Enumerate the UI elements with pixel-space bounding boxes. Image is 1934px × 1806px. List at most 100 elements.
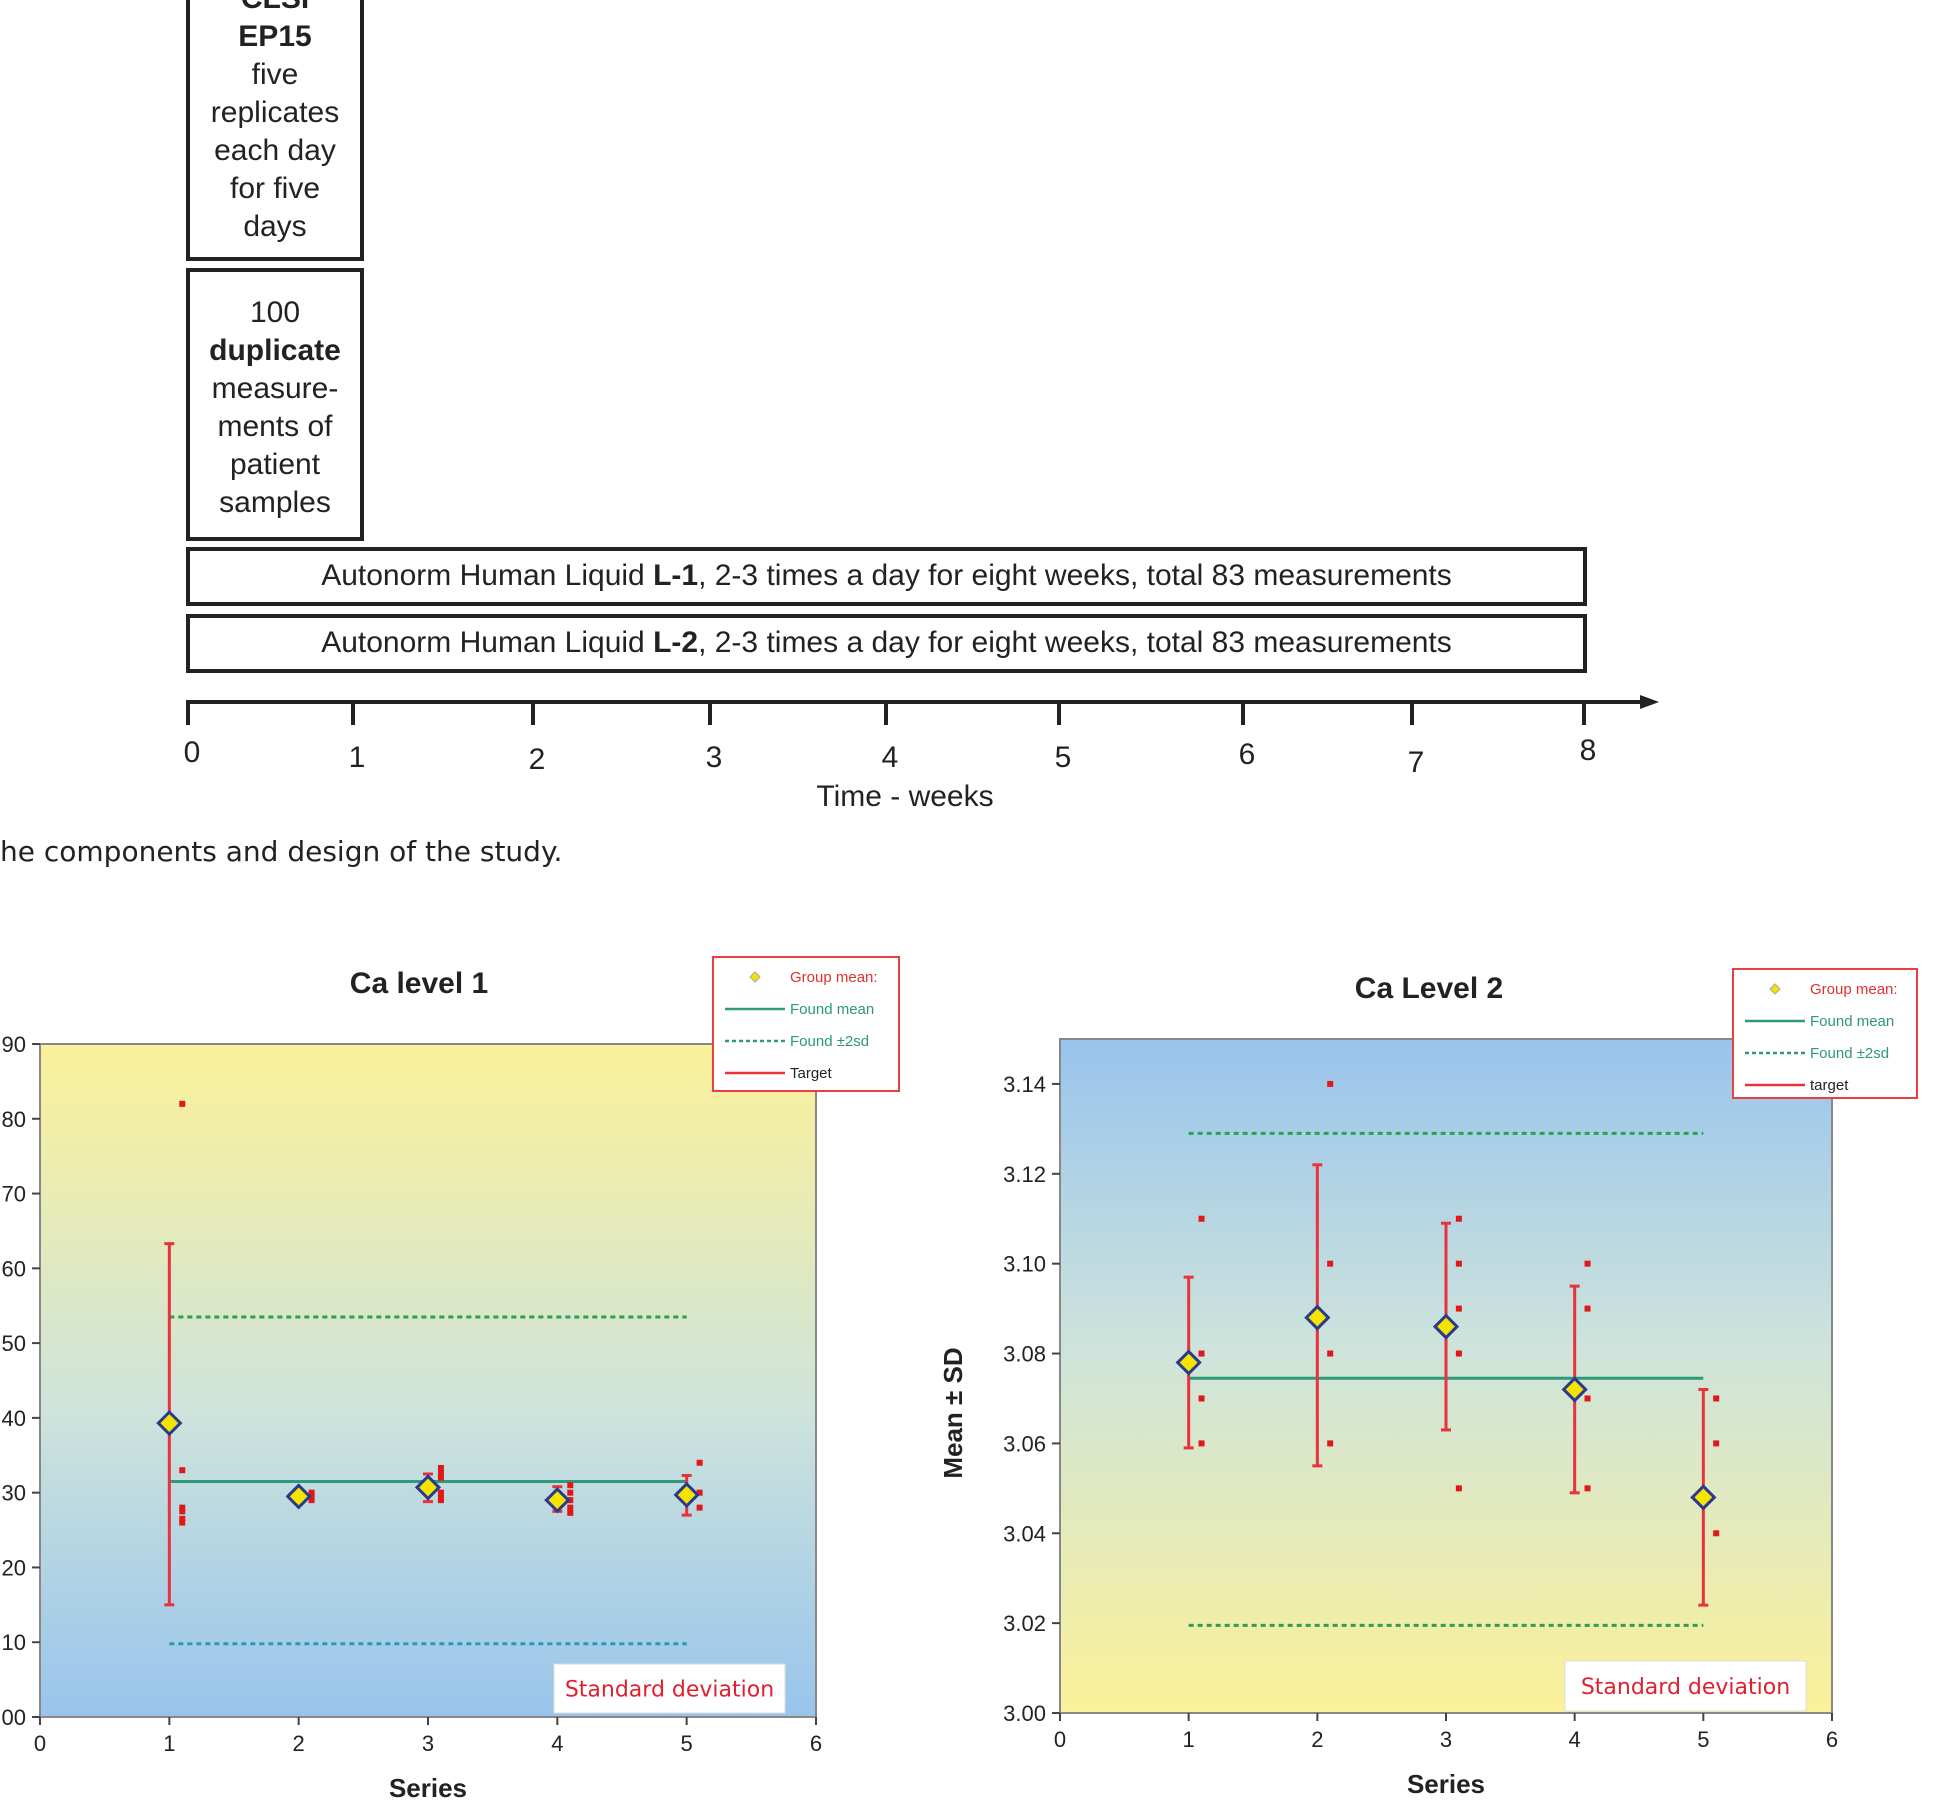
x-tick-label: 6 (810, 1731, 822, 1756)
bar2-bold: L-2 (653, 626, 699, 659)
data-point (1455, 1215, 1462, 1222)
data-point (1327, 1440, 1334, 1447)
data-point (1455, 1485, 1462, 1492)
annotation-box (1564, 1660, 1807, 1712)
data-point (179, 1508, 186, 1515)
legend-label: Group mean: (790, 969, 878, 986)
data-point (1584, 1260, 1591, 1267)
annotation-box (553, 1663, 786, 1714)
duplicate-box: 100 duplicate measure-ments of patient sam… (186, 268, 364, 541)
data-point (1713, 1530, 1720, 1537)
data-point (179, 1504, 186, 1511)
y-tick-label: 80 (2, 1107, 26, 1132)
time-tick-label: 2 (529, 743, 546, 776)
box-text-line: samples (219, 486, 331, 519)
data-point (696, 1504, 703, 1511)
x-tick-label: 0 (1054, 1727, 1066, 1752)
group-mean-marker (156, 1410, 183, 1437)
data-point (1327, 1080, 1334, 1087)
box-text-line: patient (229, 448, 321, 481)
legend (712, 956, 900, 1092)
data-point (567, 1504, 574, 1511)
x-tick-label: 4 (551, 1731, 563, 1756)
y-tick-label: 00 (2, 1705, 26, 1730)
time-axis-arrow (1640, 695, 1659, 709)
group-mean-marker (544, 1487, 571, 1514)
time-tick-label: 6 (1239, 738, 1256, 771)
time-tick-label: 0 (184, 736, 201, 769)
data-point (696, 1459, 703, 1466)
bar1-bold: L-1 (653, 559, 699, 592)
bar1-post: , 2-3 times a day for eight weeks, total… (698, 559, 1452, 592)
l1-bar: Autonorm Human Liquid L-1, 2-3 times a d… (186, 547, 1587, 606)
box-text-line: five (251, 58, 299, 91)
box-text-line: measure- (211, 372, 339, 405)
data-point (696, 1489, 703, 1496)
legend-label: Found mean (1810, 1013, 1894, 1030)
data-point (1198, 1215, 1205, 1222)
data-point (1198, 1440, 1205, 1447)
group-mean-marker (1561, 1376, 1588, 1403)
y-tick-label: 3.10 (1003, 1252, 1046, 1277)
time-tick-label: 1 (349, 741, 366, 774)
figure-caption: he components and design of the study. (0, 835, 563, 868)
data-point (1455, 1260, 1462, 1267)
data-point (179, 1519, 186, 1526)
box2-rest: measure-ments of patient samples (190, 370, 360, 522)
data-point (567, 1482, 574, 1489)
chart-title: Ca level 1 (350, 967, 488, 1000)
y-tick-label: 3.08 (1003, 1342, 1046, 1367)
y-tick-label: 50 (2, 1331, 26, 1356)
y-tick-label: 3.14 (1003, 1072, 1046, 1097)
x-axis-label: Series (1407, 1769, 1485, 1799)
data-point (308, 1489, 315, 1496)
data-point (1198, 1350, 1205, 1357)
x-axis-label: Series (389, 1773, 467, 1803)
data-point (567, 1509, 574, 1516)
bar1-pre: Autonorm Human Liquid (321, 559, 654, 592)
y-tick-label: 3.06 (1003, 1431, 1046, 1456)
legend-label: Target (790, 1065, 833, 1082)
bar2-pre: Autonorm Human Liquid (321, 626, 654, 659)
chart-title: Ca Level 2 (1355, 972, 1503, 1005)
y-tick-label: 70 (2, 1182, 26, 1207)
annotation-standard-deviation: Standard deviation (565, 1678, 774, 1703)
x-tick-label: 5 (1697, 1727, 1709, 1752)
box-text-line: replicates (210, 96, 340, 129)
data-point (1327, 1350, 1334, 1357)
group-mean-marker (1304, 1304, 1331, 1331)
box1-rest: five replicates each day for five days (190, 56, 360, 246)
bar2-post: , 2-3 times a day for eight weeks, total… (698, 626, 1452, 659)
l2-bar: Autonorm Human Liquid L-2, 2-3 times a d… (186, 614, 1587, 673)
data-point (1327, 1260, 1334, 1267)
box1-line2: EP15 (238, 20, 312, 53)
data-point (437, 1489, 444, 1496)
y-tick-label: 20 (2, 1555, 26, 1580)
time-axis-label: Time - weeks (816, 780, 993, 813)
x-tick-label: 6 (1826, 1727, 1838, 1752)
time-tick-label: 4 (882, 741, 899, 774)
data-point (1584, 1485, 1591, 1492)
box2-line1: 100 (249, 296, 301, 329)
data-point (179, 1515, 186, 1522)
y-tick-label: 90 (2, 1032, 26, 1057)
x-tick-label: 3 (422, 1731, 434, 1756)
x-tick-label: 1 (163, 1731, 175, 1756)
time-tick-label: 7 (1408, 746, 1425, 779)
group-mean-marker (1175, 1349, 1202, 1376)
group-mean-marker (673, 1481, 700, 1509)
x-tick-label: 3 (1440, 1727, 1452, 1752)
y-tick-label: 10 (2, 1630, 26, 1655)
box2-bold: duplicate (209, 334, 341, 367)
data-point (1713, 1395, 1720, 1402)
box1-line1: CLSI (190, 0, 360, 18)
data-point (1198, 1395, 1205, 1402)
x-tick-label: 4 (1569, 1727, 1581, 1752)
legend-label: target (1810, 1077, 1849, 1094)
data-point (437, 1474, 444, 1481)
legend-marker-group-mean (749, 971, 761, 983)
group-mean-marker (285, 1483, 312, 1510)
group-mean-marker (414, 1474, 442, 1501)
box-text-line: ments of (217, 410, 333, 443)
